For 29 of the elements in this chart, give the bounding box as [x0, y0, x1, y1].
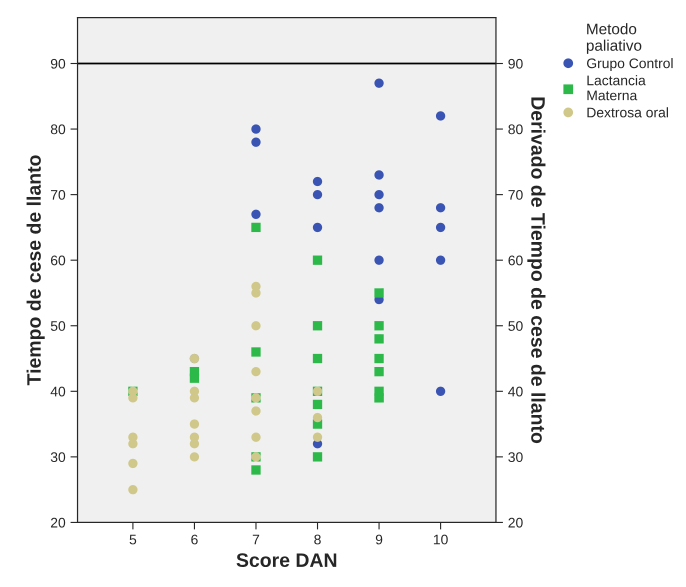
y2-tick-label: 90: [508, 58, 523, 69]
x-tick-label: 10: [434, 534, 448, 544]
y-tick-label: 30: [50, 452, 66, 462]
y2-axis-title: Derivado de Tiempo de cese de llanto: [527, 98, 546, 444]
legend-label: Dextrosa oral: [587, 107, 668, 118]
x-tick-label: 7: [252, 534, 260, 544]
y2-tick-label: 20: [508, 518, 523, 528]
y2-tick-label: 50: [508, 321, 523, 331]
x-axis-title: Score DAN: [236, 553, 336, 568]
x-tick-label: 9: [376, 534, 382, 544]
y2-tick-label: 40: [508, 386, 523, 396]
y2-tick-label: 60: [508, 256, 523, 266]
y-axis-title: Tiempo de cese de llanto: [26, 155, 45, 386]
y2-tick-label: 80: [508, 124, 523, 134]
y2-tick-label: 70: [508, 190, 523, 200]
y-tick-label: 20: [50, 518, 66, 528]
legend-label: Lactancia Materna: [587, 75, 646, 100]
legend-label: Grupo Control: [587, 58, 673, 71]
y-tick-label: 80: [50, 124, 66, 134]
x-tick-label: 6: [191, 534, 198, 544]
y-tick-label: 50: [50, 321, 66, 331]
y-tick-label: 60: [50, 256, 66, 266]
x-tick-label: 5: [130, 534, 136, 544]
legend-title: Metodo paliativo: [586, 23, 642, 54]
y2-tick-label: 30: [508, 452, 523, 462]
y-tick-label: 90: [50, 58, 66, 69]
y-tick-label: 40: [50, 386, 66, 396]
y-tick-label: 70: [50, 190, 66, 200]
x-tick-label: 8: [314, 534, 321, 544]
